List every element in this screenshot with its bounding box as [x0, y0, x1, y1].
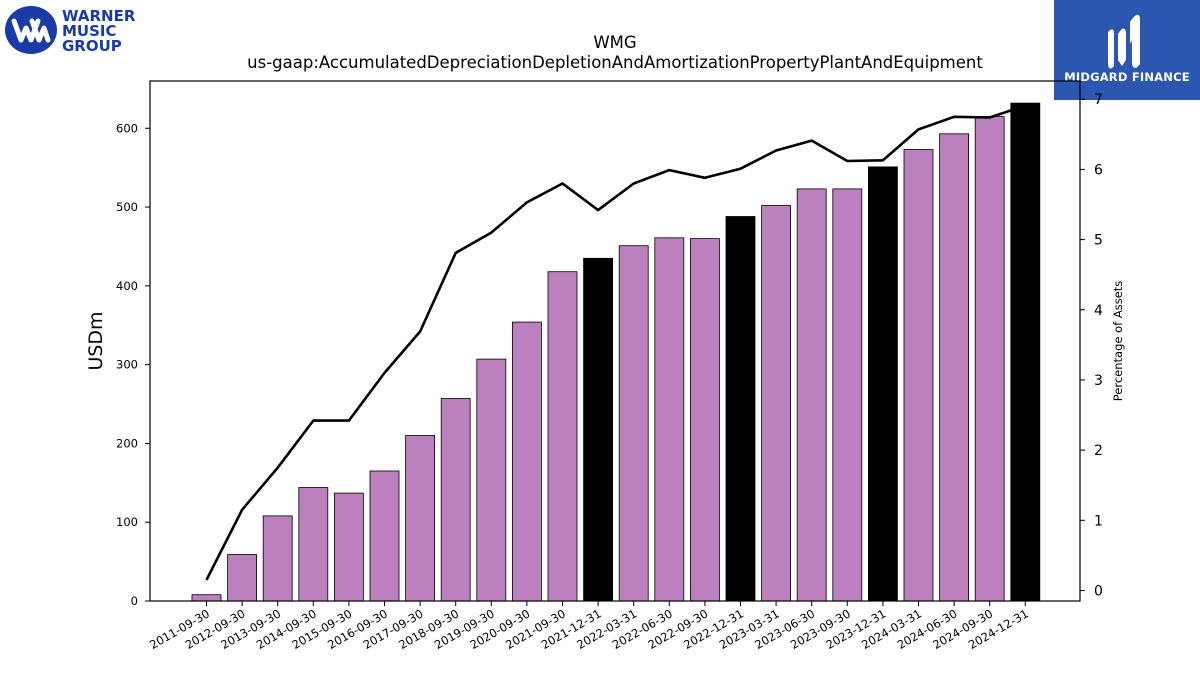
y-tick-label: 300 — [116, 358, 138, 372]
warner-music-group-logo: WARNER MUSIC GROUP — [4, 4, 144, 56]
bar — [654, 237, 685, 602]
y-tick-label: 200 — [116, 436, 138, 450]
bar — [227, 554, 258, 602]
y2-tick-label: 4 — [1094, 303, 1103, 319]
bar — [832, 188, 863, 602]
bar — [405, 435, 436, 602]
wmg-logo-line-1: WARNER — [62, 7, 136, 25]
bar-series — [191, 102, 1041, 602]
y-tick-label: 400 — [116, 279, 138, 293]
wmg-logo-line-2: MUSIC — [62, 22, 117, 40]
bar — [690, 238, 720, 602]
chart-title: WMG — [593, 33, 636, 52]
chart-subtitle: us-gaap:AccumulatedDepreciationDepletion… — [247, 53, 983, 72]
y2-tick-label: 6 — [1094, 162, 1103, 178]
midgard-mark-icon — [1108, 14, 1140, 69]
bar — [974, 116, 1005, 602]
y2-tick-label: 7 — [1094, 92, 1103, 108]
midgard-finance-logo: MIDGARD FINANCE — [1054, 0, 1200, 100]
y2-axis-label: Percentage of Assets — [1111, 281, 1125, 402]
bar — [618, 245, 649, 602]
wmg-logo-mark-icon — [5, 6, 57, 54]
y-tick-label: 100 — [116, 515, 138, 529]
bar — [476, 358, 507, 602]
plot-frame — [149, 80, 1081, 602]
y2-tick-label: 2 — [1094, 443, 1103, 459]
line-series — [205, 104, 1026, 581]
bar — [440, 398, 471, 602]
y-tick-label: 0 — [131, 594, 138, 608]
bar — [903, 149, 934, 602]
midgard-finance-label: MIDGARD FINANCE — [1064, 70, 1190, 84]
y-axis-label: USDm — [85, 311, 107, 370]
bar — [512, 321, 542, 602]
bar — [191, 594, 222, 602]
bar — [868, 166, 898, 602]
y2-tick-label: 0 — [1094, 583, 1103, 599]
bar — [369, 470, 400, 602]
wmg-logo-line-3: GROUP — [62, 37, 122, 55]
y2-tick-label: 5 — [1094, 233, 1103, 249]
bar — [939, 133, 969, 602]
bar — [1010, 102, 1041, 602]
bar — [761, 205, 791, 602]
y2-tick-label: 1 — [1094, 513, 1103, 529]
y2-tick-label: 3 — [1094, 373, 1103, 389]
bar — [262, 515, 293, 602]
bar — [547, 271, 578, 602]
bar — [298, 487, 329, 602]
series-line — [205, 104, 1026, 581]
y-tick-label: 500 — [116, 200, 138, 214]
bar — [725, 216, 756, 602]
y-tick-label: 600 — [116, 121, 138, 135]
bar — [583, 257, 613, 602]
bar — [796, 188, 827, 602]
bar — [333, 492, 364, 602]
